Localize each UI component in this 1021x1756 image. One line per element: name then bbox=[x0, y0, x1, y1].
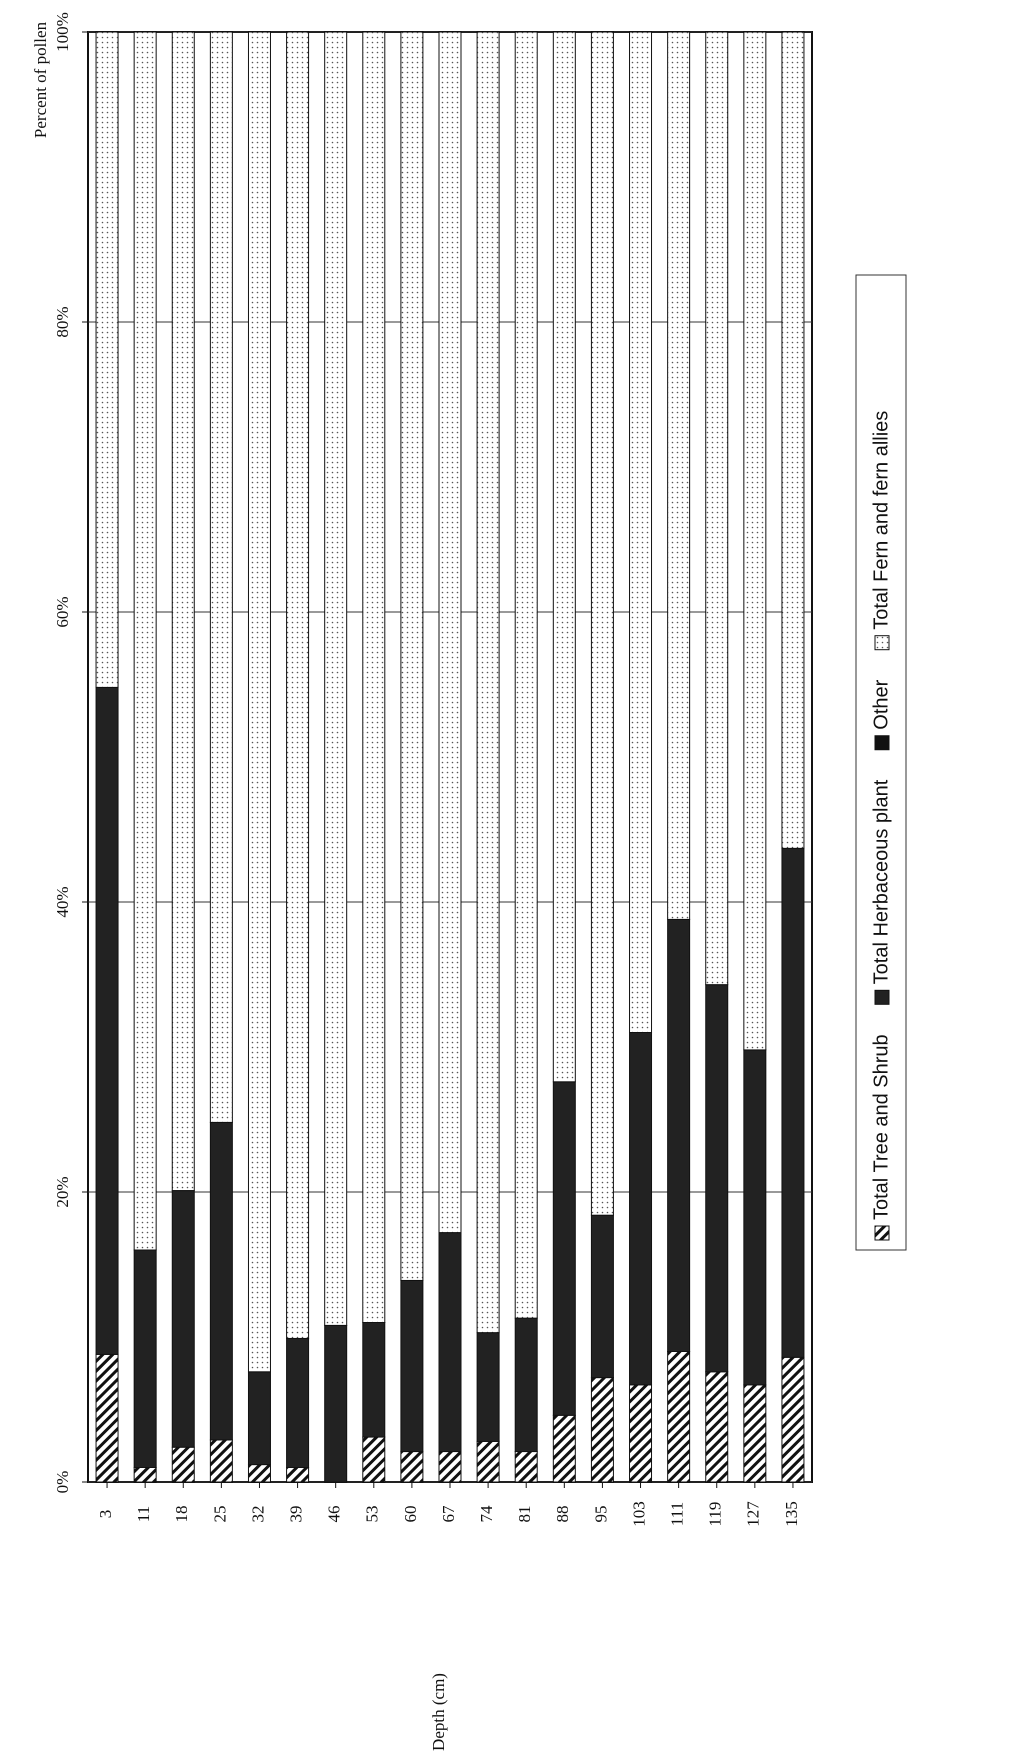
bar-segment bbox=[362, 31, 386, 1323]
bar-segment bbox=[476, 1440, 500, 1483]
bar-segment bbox=[629, 31, 653, 1033]
x-tick-label: 111 bbox=[668, 1502, 687, 1526]
legend-label: Total Tree and Shrub bbox=[870, 1034, 892, 1220]
x-tick-label: 3 bbox=[96, 1510, 115, 1519]
bar-segment bbox=[438, 1451, 462, 1483]
bar-segment bbox=[705, 984, 729, 1373]
legend: Total Tree and Shrub Total Herbaceous pla… bbox=[870, 411, 892, 1241]
bar-segment bbox=[590, 1377, 614, 1483]
bar-segment bbox=[286, 31, 310, 1339]
bar-segment bbox=[781, 31, 805, 849]
bar-segment bbox=[552, 1414, 576, 1483]
bar-segment bbox=[400, 31, 424, 1281]
bar-segment bbox=[95, 31, 119, 688]
y-tick-label: 80% bbox=[53, 306, 72, 337]
bar-segment bbox=[590, 1214, 614, 1379]
bar-segment bbox=[552, 1081, 576, 1416]
bar-segment bbox=[629, 1032, 653, 1386]
y-axis-label: Percent of pollen bbox=[31, 21, 50, 138]
bar-segment bbox=[95, 686, 119, 1355]
x-axis-label: Depth (cm) bbox=[429, 1673, 448, 1751]
bar-segment bbox=[286, 1467, 310, 1483]
x-tick-label: 103 bbox=[629, 1501, 648, 1527]
bar-segment bbox=[781, 1356, 805, 1483]
bar-segment bbox=[667, 1351, 691, 1483]
x-tick-label: 25 bbox=[210, 1506, 229, 1523]
bar-segment bbox=[667, 31, 691, 920]
bar-segment bbox=[286, 1337, 310, 1468]
legend-box bbox=[855, 274, 907, 1251]
bar-segment bbox=[590, 31, 614, 1216]
legend-swatch bbox=[874, 1225, 890, 1241]
y-tick-label: 60% bbox=[53, 596, 72, 627]
x-tick-label: 135 bbox=[782, 1501, 801, 1527]
x-tick-label: 32 bbox=[248, 1506, 267, 1523]
legend-label: Other bbox=[870, 679, 892, 729]
bar-segment bbox=[209, 1121, 233, 1441]
legend-swatch bbox=[874, 735, 890, 751]
x-tick-label: 53 bbox=[363, 1506, 382, 1523]
bar-segment bbox=[362, 1436, 386, 1483]
bar-segment bbox=[171, 1446, 195, 1483]
bar-segment bbox=[552, 31, 576, 1083]
x-tick-label: 95 bbox=[591, 1506, 610, 1523]
bar-segment bbox=[743, 1049, 767, 1386]
bar-segment bbox=[514, 31, 538, 1319]
bar-segment bbox=[133, 1249, 157, 1468]
bar-segment bbox=[324, 31, 348, 1326]
bar-segment bbox=[247, 1371, 271, 1466]
bar-segment bbox=[514, 1451, 538, 1483]
bar-segment bbox=[400, 1451, 424, 1483]
bar-segment bbox=[743, 1384, 767, 1483]
x-tick-label: 18 bbox=[172, 1506, 191, 1523]
bar-segment bbox=[476, 1332, 500, 1442]
x-tick-label: 39 bbox=[286, 1506, 305, 1523]
x-tick-label: 127 bbox=[744, 1501, 763, 1527]
bar-segment bbox=[133, 31, 157, 1251]
bar-segment bbox=[743, 31, 767, 1051]
x-tick-label: 46 bbox=[325, 1506, 344, 1523]
x-tick-label: 119 bbox=[706, 1502, 725, 1527]
bar-segment bbox=[171, 31, 195, 1192]
x-tick-label: 60 bbox=[401, 1506, 420, 1523]
bar-segment bbox=[171, 1190, 195, 1448]
x-tick-label: 88 bbox=[553, 1506, 572, 1523]
x-tick-label: 74 bbox=[477, 1505, 496, 1523]
bar-segment bbox=[629, 1384, 653, 1483]
bar-segment bbox=[95, 1353, 119, 1483]
x-tick-label: 67 bbox=[439, 1505, 458, 1523]
bar-segment bbox=[362, 1322, 386, 1438]
legend-swatch bbox=[874, 989, 890, 1005]
legend-label: Total Herbaceous plant bbox=[870, 779, 892, 984]
bar-segment bbox=[438, 1232, 462, 1453]
bar-segment bbox=[324, 1324, 348, 1483]
bar-segment bbox=[247, 1464, 271, 1483]
x-tick-label: 11 bbox=[134, 1506, 153, 1522]
legend-swatch bbox=[874, 635, 890, 651]
y-tick-label: 40% bbox=[53, 886, 72, 917]
bar-segment bbox=[247, 31, 271, 1373]
y-tick-label: 100% bbox=[53, 12, 72, 52]
bar-segment bbox=[209, 31, 233, 1123]
y-tick-label: 0% bbox=[53, 1471, 72, 1494]
bar-segment bbox=[209, 1439, 233, 1483]
bar-segment bbox=[400, 1279, 424, 1453]
bar-segment bbox=[705, 1371, 729, 1483]
bar-segment bbox=[133, 1467, 157, 1483]
bar-segment bbox=[667, 918, 691, 1353]
bar-segment bbox=[438, 31, 462, 1234]
bar-segment bbox=[514, 1317, 538, 1453]
bar-segment bbox=[705, 31, 729, 986]
x-tick-label: 81 bbox=[515, 1506, 534, 1523]
bar-segment bbox=[781, 847, 805, 1358]
legend-label: Total Fern and fern allies bbox=[870, 411, 892, 630]
bar-segment bbox=[476, 31, 500, 1334]
y-tick-label: 20% bbox=[53, 1176, 72, 1207]
